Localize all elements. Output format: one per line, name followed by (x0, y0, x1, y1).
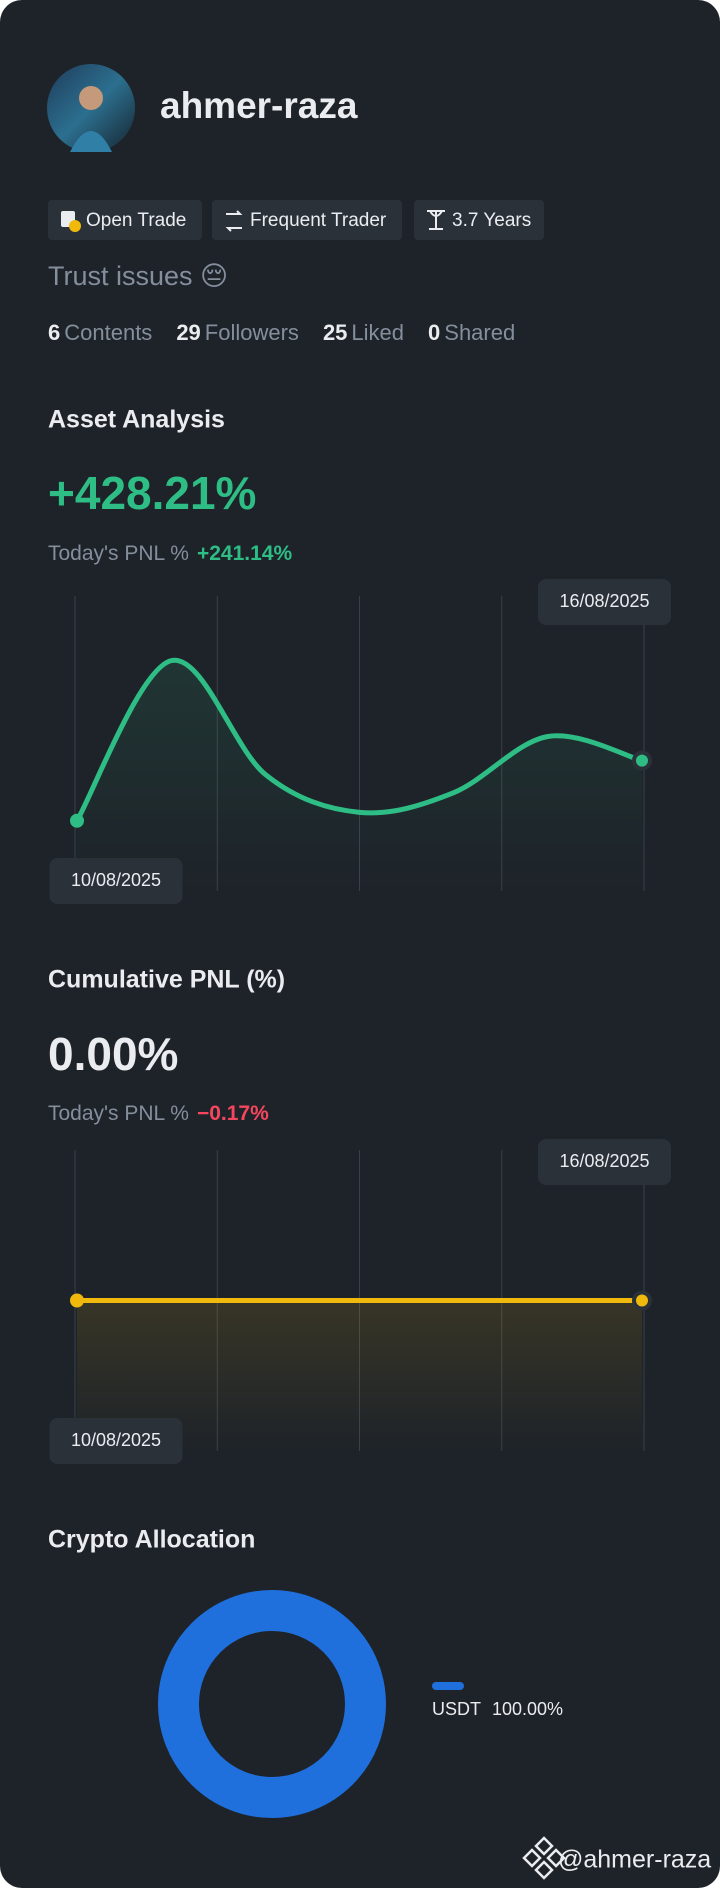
today-pnl: Today's PNL % +241.14% (48, 542, 292, 565)
end-point (70, 813, 84, 828)
badge-label: Frequent Trader (250, 210, 387, 231)
date-label: 10/08/2025 (71, 870, 161, 890)
date-tag (49, 1418, 183, 1464)
avatar-face (79, 86, 103, 110)
badge-icon (225, 210, 243, 232)
logo (522, 1836, 566, 1880)
badge (212, 200, 402, 240)
legend-value: 100.00% (492, 1699, 563, 1719)
footer-handle: @ahmer-raza (558, 1846, 711, 1874)
badge-label: Open Trade (86, 210, 186, 231)
donut-slice (158, 1590, 386, 1818)
stat-label: Contents (64, 320, 152, 345)
stats: 6 Contents 29 Followers 25 Liked 0 Shared (48, 320, 515, 345)
badge (48, 200, 202, 240)
end-point (70, 1293, 84, 1308)
today-pnl-label: Today's PNL % (48, 1102, 189, 1125)
date-label: 16/08/2025 (559, 591, 649, 611)
stat-label: Followers (205, 320, 299, 345)
today-pnl-value: +241.14% (197, 542, 292, 565)
date-tag (538, 1139, 671, 1185)
today-pnl: Today's PNL % −0.17% (48, 1102, 269, 1125)
section-title: Asset Analysis (48, 406, 225, 434)
stat-label: Shared (444, 320, 515, 345)
avatar-body (70, 131, 112, 152)
stat-value: 25 (323, 320, 347, 345)
today-pnl-label: Today's PNL % (48, 542, 189, 565)
stat-value: 29 (176, 320, 200, 345)
badge (414, 200, 544, 240)
legend-swatch (432, 1682, 464, 1690)
date-tag (538, 579, 671, 625)
section-title: Crypto Allocation (48, 1526, 255, 1554)
legend-label: USDT (432, 1699, 481, 1719)
section-title: Cumulative PNL (%) (48, 966, 285, 994)
date-label: 16/08/2025 (559, 1151, 649, 1171)
badge-icon (69, 220, 81, 232)
username: ahmer-raza (160, 85, 358, 126)
badge-label: 3.7 Years (452, 210, 531, 231)
bio: Trust issues 😔 (48, 261, 228, 291)
end-point (632, 1290, 652, 1311)
stat-label: Liked (351, 320, 404, 345)
headline-value: 0.00% (48, 1028, 178, 1080)
date-label: 10/08/2025 (71, 1430, 161, 1450)
today-pnl-value: −0.17% (197, 1102, 269, 1125)
date-tag (49, 858, 183, 904)
headline-value: +428.21% (48, 467, 256, 519)
stat-value: 6 (48, 320, 60, 345)
area (77, 660, 642, 891)
end-point (632, 750, 652, 771)
stat-value: 0 (428, 320, 440, 345)
area (77, 1300, 642, 1451)
line (74, 657, 645, 824)
badge-icon (427, 210, 445, 230)
